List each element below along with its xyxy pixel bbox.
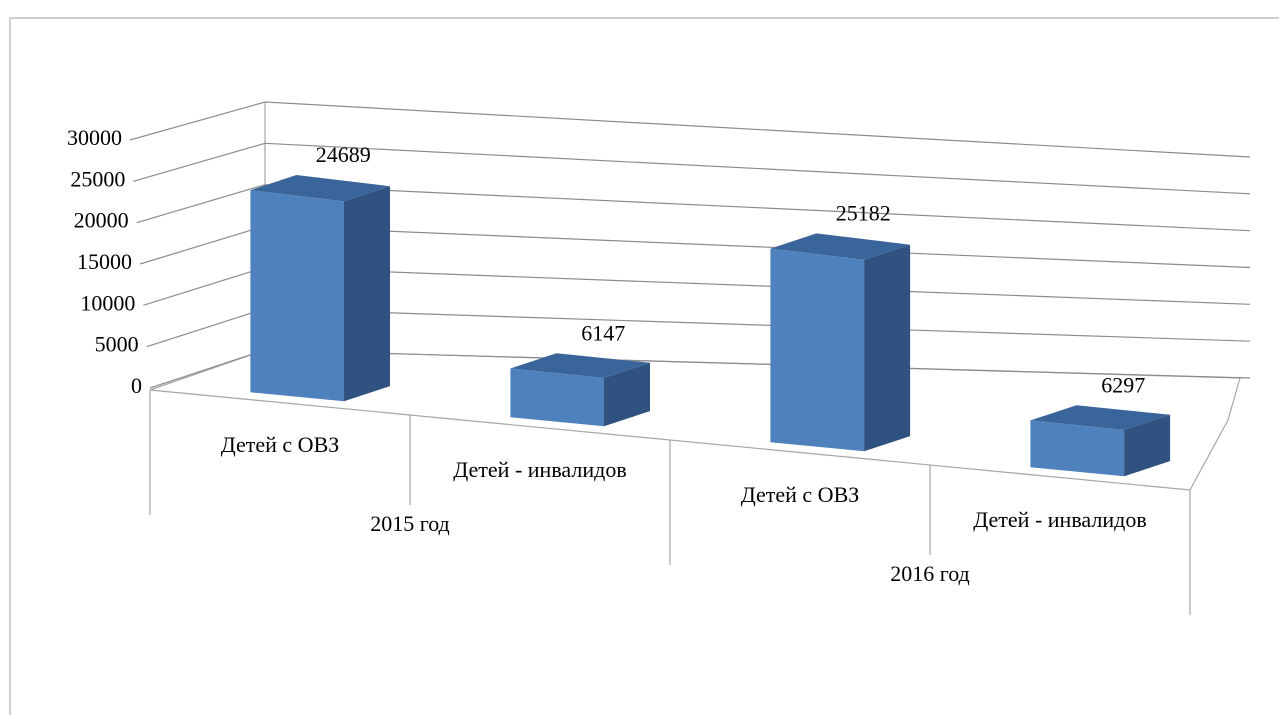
bar-side [864,244,911,452]
y-tick-label: 10000 [80,290,135,315]
grid-line [136,184,1251,232]
y-tick-label: 15000 [77,249,132,274]
data-label: 6297 [1101,372,1145,397]
data-label: 25182 [836,200,891,225]
data-label: 24689 [316,142,371,167]
group-label: 2016 год [890,561,970,586]
data-label: 6147 [581,320,625,345]
y-tick-label: 30000 [67,125,122,150]
bar [1030,420,1125,477]
bar-side [604,362,650,427]
x-tick-label: Детей - инвалидов [973,506,1147,532]
bar [510,368,604,427]
bar-side [1124,414,1171,477]
x-tick-label: Детей с ОВЗ [220,431,340,457]
bar-top [510,353,650,378]
chart-frame [9,17,1279,715]
y-tick-label: 0 [131,373,142,398]
y-tick-label: 25000 [70,166,125,191]
grid-line [133,142,1251,195]
bar-top [250,175,390,202]
x-tick-label: Детей с ОВЗ [740,481,860,507]
group-label: 2015 год [370,511,450,536]
bar [770,248,865,452]
grid-line [129,101,1251,158]
bar-side [344,186,390,402]
bar-top [1030,405,1171,430]
y-tick-label: 5000 [95,332,139,357]
bar-top [770,233,911,260]
y-tick-label: 20000 [74,208,129,233]
bar [250,190,344,402]
x-tick-label: Детей - инвалидов [453,456,627,482]
